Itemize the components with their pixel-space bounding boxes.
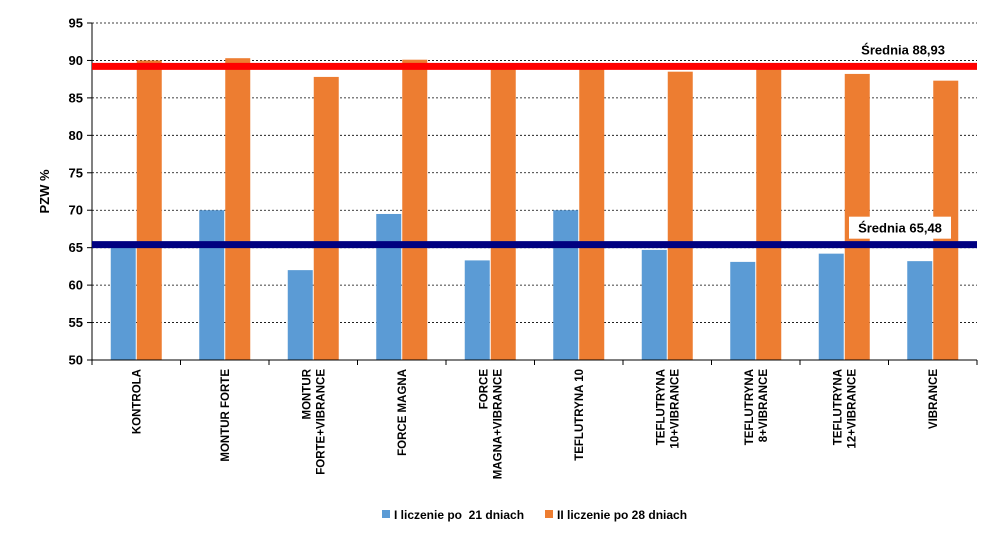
x-tick-label: KONTROLA <box>131 369 143 434</box>
axes <box>87 22 978 365</box>
y-tick-label: 85 <box>69 90 83 105</box>
bar-first-count <box>730 261 756 360</box>
x-tick-label: VIBRANCE <box>928 369 940 429</box>
bars <box>110 58 959 361</box>
y-tick-label: 60 <box>69 278 83 293</box>
bar-second-count <box>402 59 428 360</box>
average-label-box <box>849 216 951 239</box>
average-label-second-count: Średnia 88,93 <box>861 42 945 57</box>
x-tick-label: TEFLUTRYNA 10 <box>574 369 586 461</box>
y-tick-label: 90 <box>69 53 83 68</box>
bar-second-count <box>490 67 516 360</box>
bar-second-count <box>756 64 782 360</box>
x-tick-label-line: TEFLUTRYNA 10 <box>574 369 586 461</box>
x-tick-label: TEFLUTRYNA 10+VIBRANCE <box>655 369 681 449</box>
x-tick-labels: KONTROLA MONTUR FORTE MONTUR FORTE+VIBRANCE… <box>131 368 940 479</box>
x-tick-label-line: KONTROLA <box>131 369 143 434</box>
x-tick-label-line: FORCE MAGNA <box>397 369 409 456</box>
bar-first-count <box>464 260 490 360</box>
x-tick-label: MONTUR FORTE+VIBRANCE <box>301 368 327 474</box>
bar-first-count <box>907 261 933 360</box>
y-tick-label: 70 <box>69 203 83 218</box>
bar-first-count <box>553 210 579 360</box>
bar-second-count <box>313 76 339 361</box>
x-tick-label: MONTUR FORTE <box>220 369 232 462</box>
x-tick-label-line: 12+VIBRANCE <box>846 369 858 449</box>
legend: I liczenie po 21 dniach II liczenie po 28… <box>382 508 687 522</box>
bar-second-count <box>225 58 251 360</box>
y-tick-label: 65 <box>69 240 83 255</box>
y-tick-label: 75 <box>69 165 83 180</box>
bar-first-count <box>641 249 667 360</box>
x-tick-label-line: MONTUR FORTE <box>220 369 232 462</box>
legend-label-first-count: I liczenie po 21 dniach <box>394 508 524 522</box>
x-tick-label-line: TEFLUTRYNA <box>832 369 844 445</box>
y-axis-label: PZW % <box>37 169 52 213</box>
legend-label-second-count: II liczenie po 28 dniach <box>557 508 687 522</box>
y-tick-label: 95 <box>69 16 83 31</box>
average-label-first-count: Średnia 65,48 <box>858 221 942 236</box>
legend-swatch-second-count <box>545 510 553 518</box>
y-tick-label: 55 <box>69 315 83 330</box>
x-tick-label-line: 10+VIBRANCE <box>669 369 681 449</box>
bar-first-count <box>818 253 844 360</box>
x-tick-label: FORCE MAGNA+VIBRANCE <box>478 369 504 480</box>
x-tick-label-line: FORCE <box>478 369 490 410</box>
x-tick-label-line: TEFLUTRYNA <box>655 369 667 445</box>
legend-swatch-first-count <box>382 510 390 518</box>
bar-first-count <box>376 213 402 360</box>
bar-second-count <box>136 60 162 360</box>
x-tick-label: TEFLUTRYNA 12+VIBRANCE <box>832 369 858 449</box>
x-tick-label-line: 8+VIBRANCE <box>758 369 770 443</box>
x-tick-label-line: VIBRANCE <box>928 369 940 429</box>
x-tick-label: TEFLUTRYNA 8+VIBRANCE <box>744 369 770 446</box>
bar-first-count <box>287 270 313 360</box>
bar-second-count <box>579 67 605 360</box>
y-tick-label: 50 <box>69 353 83 368</box>
x-tick-label-line: FORTE+VIBRANCE <box>315 369 327 475</box>
bar-first-count <box>110 245 136 360</box>
reference-lines: Średnia 88,93 Średnia 65,48 <box>92 42 977 249</box>
y-tick-label: 80 <box>69 128 83 143</box>
x-tick-label: FORCE MAGNA <box>397 369 409 456</box>
x-tick-label-line: MONTUR <box>301 368 313 419</box>
x-tick-label-line: TEFLUTRYNA <box>744 369 756 445</box>
y-tick-labels: 50 55 60 65 70 75 80 85 90 95 <box>69 16 83 368</box>
bar-first-count <box>199 210 225 360</box>
bar-second-count <box>667 71 693 360</box>
x-tick-label-line: MAGNA+VIBRANCE <box>492 369 504 480</box>
